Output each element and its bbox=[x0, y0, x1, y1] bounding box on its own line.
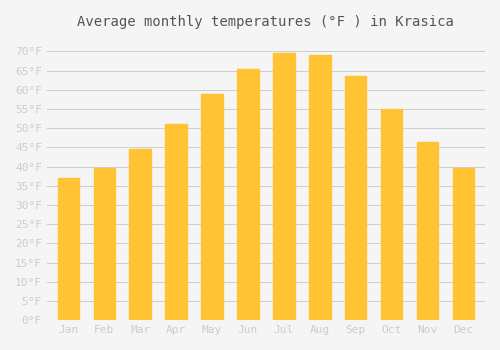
Bar bbox=[452, 168, 474, 320]
Bar bbox=[273, 53, 294, 320]
Bar bbox=[417, 142, 438, 320]
Bar bbox=[58, 178, 79, 320]
Bar bbox=[237, 69, 258, 320]
Bar bbox=[130, 149, 151, 320]
Bar bbox=[381, 109, 402, 320]
Bar bbox=[166, 124, 187, 320]
Title: Average monthly temperatures (°F ) in Krasica: Average monthly temperatures (°F ) in Kr… bbox=[78, 15, 454, 29]
Bar bbox=[309, 55, 330, 320]
Bar bbox=[345, 76, 366, 320]
Bar bbox=[202, 94, 223, 320]
Bar bbox=[94, 168, 115, 320]
